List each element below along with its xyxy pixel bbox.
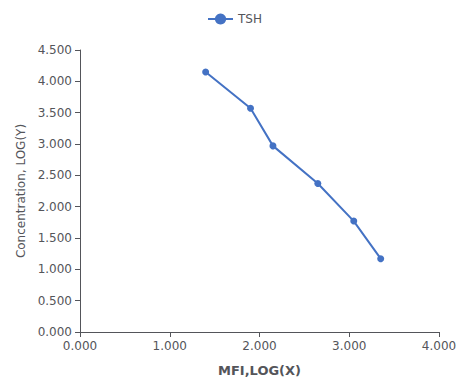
svg-text:4.000: 4.000 xyxy=(38,74,72,88)
svg-text:2.000: 2.000 xyxy=(242,339,276,353)
svg-text:2.500: 2.500 xyxy=(38,168,72,182)
svg-text:3.000: 3.000 xyxy=(332,339,366,353)
svg-text:TSH: TSH xyxy=(237,12,262,26)
svg-text:MFI,LOG(X): MFI,LOG(X) xyxy=(218,363,301,378)
svg-text:1.000: 1.000 xyxy=(153,339,187,353)
svg-text:Concentration, LOG(Y): Concentration, LOG(Y) xyxy=(14,124,28,258)
svg-text:1.500: 1.500 xyxy=(38,231,72,245)
svg-text:0.500: 0.500 xyxy=(38,294,72,308)
svg-text:0.000: 0.000 xyxy=(63,339,97,353)
svg-text:4.500: 4.500 xyxy=(38,43,72,57)
svg-text:1.000: 1.000 xyxy=(38,262,72,276)
svg-text:3.000: 3.000 xyxy=(38,137,72,151)
svg-text:2.000: 2.000 xyxy=(38,200,72,214)
svg-text:3.500: 3.500 xyxy=(38,106,72,120)
svg-text:0.000: 0.000 xyxy=(38,325,72,339)
svg-text:4.000: 4.000 xyxy=(422,339,456,353)
